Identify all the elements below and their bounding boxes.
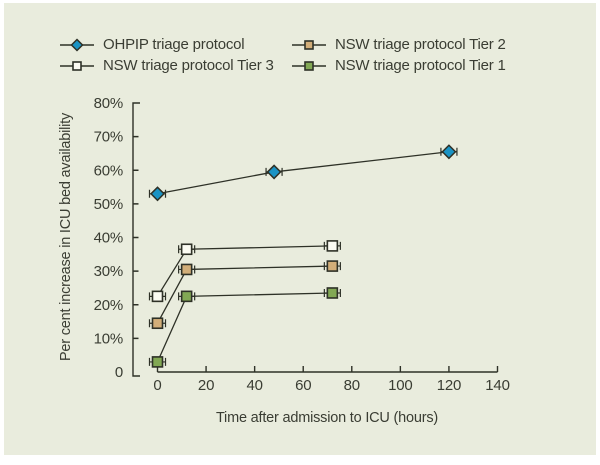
square-marker	[180, 263, 193, 276]
legend-item-nsw-triage-protocol-tier-3: NSW triage protocol Tier 3	[60, 57, 274, 75]
x-axis-title: Time after admission to ICU (hours)	[216, 410, 438, 426]
y-tick-label-20: 20%	[94, 297, 123, 314]
legend-item-nsw-triage-protocol-tier-2: NSW triage protocol Tier 2	[292, 36, 506, 54]
legend-label: NSW triage protocol Tier 2	[335, 36, 506, 53]
x-tick-label-20: 20	[198, 377, 214, 394]
square-marker	[326, 260, 339, 272]
figure-panel: OHPIP triage protocol NSW triage protocol…	[4, 3, 596, 455]
square-marker	[180, 290, 193, 303]
series-layer	[148, 144, 458, 368]
x-axis	[156, 366, 499, 373]
ohpip-triage-protocol-diamond-icon	[60, 38, 94, 52]
diamond-marker	[149, 186, 166, 202]
legend-marker	[304, 61, 314, 71]
series-nsw-triage-protocol-tier-2	[148, 260, 341, 330]
legend-marker	[70, 38, 84, 52]
y-tick-label-30: 30%	[94, 263, 123, 280]
legend-label: NSW triage protocol Tier 1	[335, 57, 506, 74]
y-tick-label-10: 10%	[94, 330, 123, 347]
y-tick-label-50: 50%	[94, 196, 123, 213]
legend-marker	[72, 61, 82, 71]
nsw-triage-protocol-tier-2-square-icon	[292, 40, 326, 50]
y-axis	[132, 102, 140, 377]
legend-label: NSW triage protocol Tier 3	[103, 57, 274, 74]
legend-marker	[304, 40, 314, 50]
y-tick-label-70: 70%	[94, 129, 123, 146]
nsw-triage-protocol-tier-3-square-icon	[60, 61, 94, 71]
x-tick-label-100: 100	[388, 377, 412, 394]
y-axis-title: Per cent increase in ICU bed availabilit…	[58, 112, 74, 361]
x-tick-label-120: 120	[437, 377, 461, 394]
series-line	[157, 151, 450, 195]
y-tick-label-40: 40%	[94, 230, 123, 247]
series-nsw-triage-protocol-tier-3	[148, 240, 341, 303]
x-tick-label-0: 0	[153, 377, 161, 394]
y-tick-label-60: 60%	[94, 162, 123, 179]
y-tick-label-0: 0	[115, 364, 123, 381]
square-marker	[180, 243, 193, 256]
legend-item-ohpip-triage-protocol: OHPIP triage protocol	[60, 36, 245, 54]
x-tick-label-40: 40	[246, 377, 262, 394]
series-line	[156, 292, 333, 363]
series-nsw-triage-protocol-tier-1	[148, 287, 341, 368]
legend-item-nsw-triage-protocol-tier-1: NSW triage protocol Tier 1	[292, 57, 506, 75]
diamond-marker	[266, 164, 282, 180]
square-marker	[326, 287, 339, 299]
square-marker	[326, 240, 339, 252]
x-tick-label-60: 60	[295, 377, 311, 394]
diamond-marker	[441, 144, 457, 160]
x-tick-label-80: 80	[344, 377, 360, 394]
y-tick-label-80: 80%	[94, 95, 123, 112]
axes: 0 20 40 60 80 100 120 140 0 10% 20% 30% 40% 50% 60% 70%…	[94, 95, 510, 394]
x-tick-label-140: 140	[485, 377, 509, 394]
square-marker	[151, 317, 164, 330]
chart-plot: 0 20 40 60 80 100 120 140 0 10% 20% 30% 40% 50% 60% 70%…	[58, 95, 510, 426]
nsw-triage-protocol-tier-1-square-icon	[292, 61, 326, 71]
square-marker	[151, 290, 164, 303]
series-ohpip-triage-protocol	[148, 144, 458, 202]
square-marker	[151, 356, 164, 368]
legend-label: OHPIP triage protocol	[103, 36, 245, 53]
